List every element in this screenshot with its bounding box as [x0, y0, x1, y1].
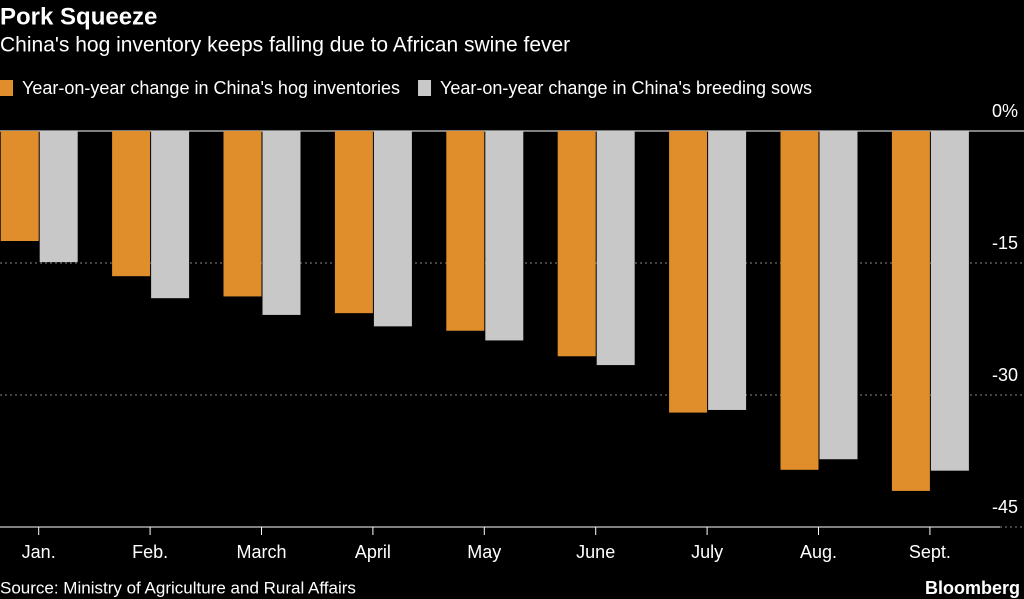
x-tick-label: April [355, 542, 391, 562]
x-tick-label: March [236, 542, 286, 562]
bar [223, 131, 262, 297]
legend-swatch [418, 80, 432, 96]
brand: Bloomberg [925, 578, 1020, 598]
y-tick-label: -45 [992, 497, 1018, 517]
bar [262, 131, 301, 315]
x-tick-label: Feb. [132, 542, 168, 562]
x-tick-label: Jan. [22, 542, 56, 562]
bar [446, 131, 485, 331]
chart-subtitle: China's hog inventory keeps falling due … [0, 34, 570, 57]
x-tick-label: May [467, 542, 501, 562]
source: Source: Ministry of Agriculture and Rura… [0, 578, 356, 597]
legend-label: Year-on-year change in China's breeding … [440, 78, 812, 98]
x-tick-label: July [691, 542, 723, 562]
y-tick-label: -15 [992, 233, 1018, 253]
bar [112, 131, 151, 277]
bar [708, 131, 747, 410]
y-tick-label: 0% [992, 101, 1018, 121]
legend-label: Year-on-year change in China's hog inven… [22, 78, 400, 98]
bar [669, 131, 708, 413]
bar [151, 131, 190, 299]
bar [557, 131, 596, 357]
bar [780, 131, 819, 470]
bar [891, 131, 930, 491]
bar [596, 131, 635, 366]
y-tick-label: -30 [992, 365, 1018, 385]
bar [485, 131, 524, 341]
bar [930, 131, 969, 471]
bar [373, 131, 412, 327]
bar [819, 131, 858, 460]
bar [39, 131, 78, 263]
x-tick-label: Sept. [909, 542, 951, 562]
bar [0, 131, 39, 241]
chart-title: Pork Squeeze [0, 3, 157, 30]
x-tick-label: June [576, 542, 615, 562]
bar [334, 131, 373, 314]
x-tick-label: Aug. [800, 542, 837, 562]
legend-swatch [0, 80, 13, 96]
